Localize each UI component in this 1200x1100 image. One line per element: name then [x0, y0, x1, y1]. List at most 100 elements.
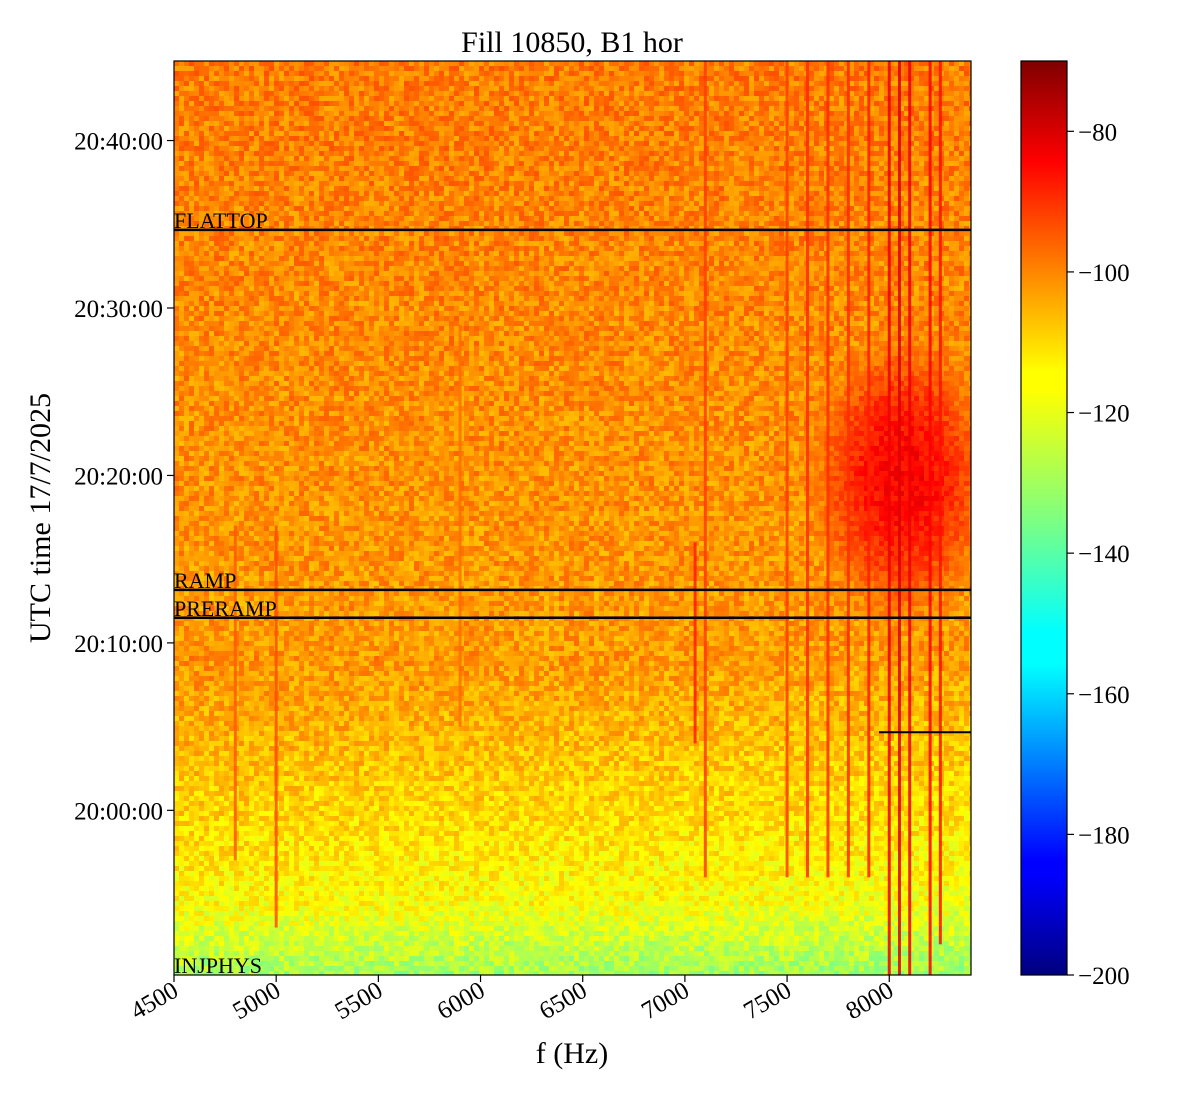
heatmap-cell: [344, 101, 350, 107]
heatmap-cell: [234, 181, 240, 187]
heatmap-cell: [324, 141, 330, 147]
heatmap-cell: [179, 161, 185, 167]
heatmap-cell: [394, 161, 400, 167]
heatmap-cell: [839, 71, 845, 77]
heatmap-cell: [514, 151, 520, 157]
heatmap-cell: [779, 71, 785, 77]
heatmap-cell: [189, 86, 195, 92]
heatmap-cell: [349, 91, 355, 97]
heatmap-cell: [234, 76, 240, 82]
heatmap-cell: [524, 81, 530, 87]
heatmap-cell: [914, 131, 920, 137]
heatmap-cell: [389, 206, 395, 212]
heatmap-cell: [809, 111, 815, 117]
heatmap-cell: [249, 101, 255, 107]
heatmap-cell: [629, 71, 635, 77]
heatmap-cell: [234, 121, 240, 127]
heatmap-cell: [519, 66, 525, 72]
heatmap-cell: [874, 116, 880, 122]
heatmap-cell: [604, 61, 610, 67]
heatmap-cell: [719, 81, 725, 87]
heatmap-cell: [724, 196, 730, 202]
heatmap-cell: [259, 106, 265, 112]
heatmap-cell: [474, 166, 480, 172]
heatmap-cell: [554, 61, 560, 67]
heatmap-cell: [734, 151, 740, 157]
heatmap-cell: [814, 206, 820, 212]
heatmap-cell: [419, 61, 425, 67]
heatmap-cell: [299, 201, 305, 207]
heatmap-cell: [694, 116, 700, 122]
heatmap-cell: [299, 111, 305, 117]
heatmap-cell: [789, 126, 795, 132]
heatmap-cell: [559, 66, 565, 72]
heatmap-cell: [509, 176, 515, 182]
heatmap-cell: [904, 116, 910, 122]
heatmap-cell: [904, 191, 910, 197]
heatmap-cell: [404, 146, 410, 152]
heatmap-cell: [409, 61, 415, 67]
heatmap-cell: [894, 151, 900, 157]
heatmap-cell: [399, 141, 405, 147]
heatmap-cell: [564, 201, 570, 207]
heatmap-cell: [479, 106, 485, 112]
heatmap-cell: [614, 61, 620, 67]
heatmap-cell: [379, 206, 385, 212]
heatmap-cell: [574, 131, 580, 137]
heatmap-cell: [914, 151, 920, 157]
heatmap-cell: [599, 206, 605, 212]
heatmap-cell: [439, 166, 445, 172]
heatmap-cell: [474, 146, 480, 152]
heatmap-cell: [584, 191, 590, 197]
heatmap-cell: [444, 166, 450, 172]
heatmap-cell: [949, 71, 955, 77]
heatmap-cell: [314, 96, 320, 102]
heatmap-cell: [969, 96, 971, 102]
heatmap-cell: [689, 101, 695, 107]
heatmap-cell: [269, 61, 275, 67]
heatmap-cell: [464, 96, 470, 102]
heatmap-cell: [954, 66, 960, 72]
heatmap-cell: [599, 156, 605, 162]
heatmap-cell: [699, 171, 705, 177]
heatmap-cell: [749, 101, 755, 107]
heatmap-cell: [174, 186, 180, 192]
heatmap-cell: [629, 166, 635, 172]
heatmap-cell: [369, 111, 375, 117]
heatmap-cell: [749, 126, 755, 132]
heatmap-cell: [189, 76, 195, 82]
heatmap-cell: [504, 141, 510, 147]
heatmap-cell: [514, 76, 520, 82]
heatmap-cell: [324, 176, 330, 182]
heatmap-cell: [809, 196, 815, 202]
heatmap-cell: [189, 126, 195, 132]
heatmap-cell: [649, 196, 655, 202]
heatmap-cell: [664, 66, 670, 72]
heatmap-cell: [689, 166, 695, 172]
heatmap-cell: [899, 121, 905, 127]
heatmap-cell: [724, 206, 730, 212]
heatmap-cell: [904, 61, 910, 67]
heatmap-cell: [864, 171, 870, 177]
heatmap-cell: [209, 201, 215, 207]
heatmap-cell: [504, 176, 510, 182]
heatmap-cell: [219, 181, 225, 187]
heatmap-cell: [729, 96, 735, 102]
heatmap-cell: [389, 141, 395, 147]
heatmap-cell: [869, 181, 875, 187]
heatmap-cell: [899, 66, 905, 72]
heatmap-cell: [404, 196, 410, 202]
heatmap-cell: [174, 166, 180, 172]
heatmap-cell: [964, 141, 970, 147]
heatmap-cell: [839, 196, 845, 202]
heatmap-cell: [584, 96, 590, 102]
heatmap-cell: [634, 131, 640, 137]
heatmap-cell: [474, 116, 480, 122]
heatmap-cell: [334, 81, 340, 87]
heatmap-cell: [504, 171, 510, 177]
heatmap-cell: [639, 166, 645, 172]
heatmap-cell: [459, 146, 465, 152]
heatmap-cell: [689, 141, 695, 147]
heatmap-cell: [844, 81, 850, 87]
heatmap-cell: [259, 146, 265, 152]
